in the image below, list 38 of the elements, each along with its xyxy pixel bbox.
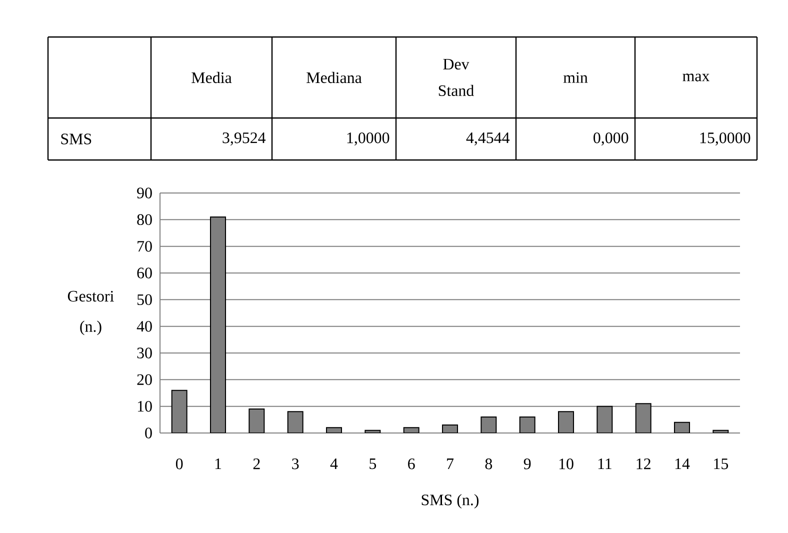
y-tick-label: 60 (137, 268, 152, 278)
y-tick-label: 90 (137, 188, 152, 198)
text: SMS (61, 134, 92, 144)
x-tick-label: 4 (330, 458, 338, 469)
y-tick-label: 20 (137, 374, 152, 386)
text: Mediana (306, 72, 362, 84)
y-tick-label: 50 (137, 294, 152, 306)
x-tick-label: 1 (215, 458, 222, 470)
text: 15,0000 (700, 132, 750, 146)
y-tick-label: 80 (137, 214, 152, 226)
x-tick-label: 6 (408, 458, 415, 470)
y-tick-label: 70 (138, 240, 152, 252)
text: 1,0000 (347, 132, 390, 146)
text: 3,9524 (222, 132, 266, 146)
x-tick-label: 7 (447, 458, 454, 469)
y-tick-label: 0 (145, 428, 152, 438)
x-tick-label: 2 (253, 458, 260, 470)
x-axis-title: SMS (n.) (422, 494, 479, 509)
text: max (682, 74, 710, 82)
x-tick-label: 9 (524, 458, 531, 470)
x-tick-label: 5 (370, 458, 376, 470)
y-tick-label: 30 (137, 348, 152, 358)
x-tick-label: 0 (176, 458, 183, 470)
x-tick-label: 14 (675, 458, 690, 470)
x-tick-label: 8 (485, 458, 492, 470)
y-axis-title: Gestori (n.) (68, 290, 114, 336)
text: 0,000 (594, 132, 628, 146)
text: Dev Stand (438, 58, 474, 96)
text: Media (192, 72, 232, 84)
y-tick-label: 10 (138, 400, 152, 412)
text: min (563, 72, 588, 83)
x-tick-label: 10 (559, 458, 574, 470)
x-tick-label: 12 (636, 458, 650, 470)
y-tick-label: 40 (136, 320, 152, 332)
text: 4,4544 (466, 132, 510, 146)
x-tick-label: 15 (714, 458, 728, 470)
x-tick-label: 3 (292, 458, 299, 470)
x-tick-label: 11 (598, 458, 612, 470)
